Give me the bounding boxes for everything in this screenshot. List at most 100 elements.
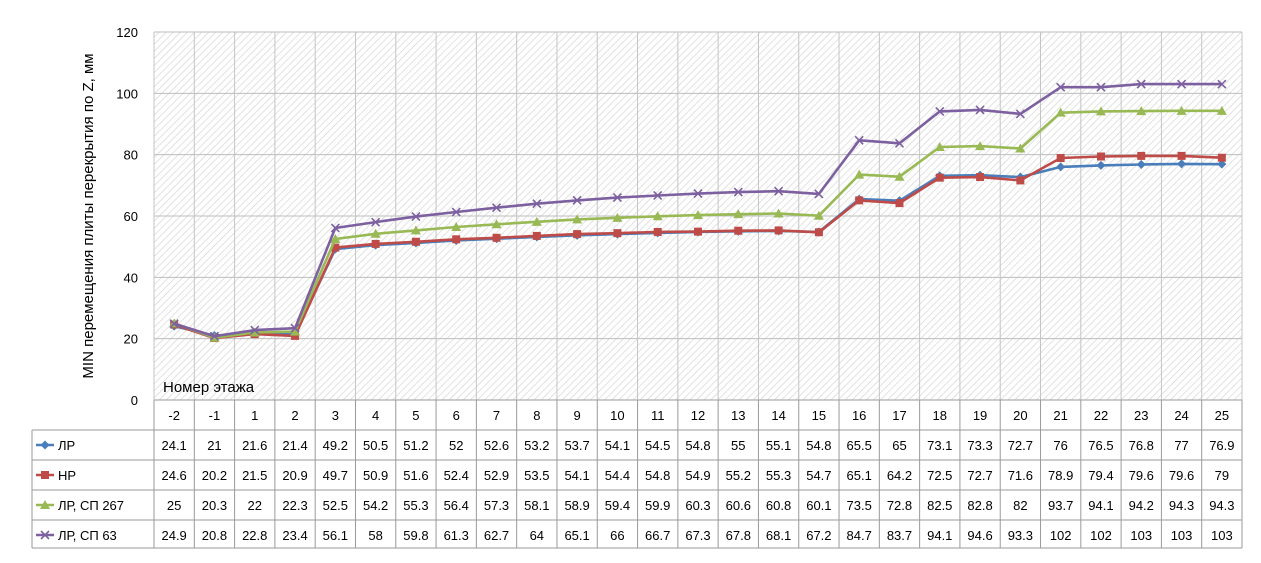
data-label: 22.8 (242, 528, 267, 543)
data-label: 54.1 (605, 438, 630, 453)
data-point (1016, 176, 1025, 185)
x-tick-label: 19 (973, 408, 987, 423)
data-label: 93.3 (1008, 528, 1033, 543)
data-label: 51.6 (403, 468, 428, 483)
data-label: 84.7 (847, 528, 872, 543)
y-tick-label: 0 (131, 393, 138, 408)
x-tick-label: -1 (209, 408, 221, 423)
data-point (854, 135, 864, 145)
data-point (371, 217, 381, 227)
data-point (652, 211, 663, 221)
data-label: 53.7 (564, 438, 589, 453)
data-label: 54.4 (605, 468, 630, 483)
data-point (1056, 82, 1066, 92)
data-label: 21.5 (242, 468, 267, 483)
data-label: 76.9 (1209, 438, 1234, 453)
data-point (894, 138, 905, 148)
data-label: 50.9 (363, 468, 388, 483)
data-label: 94.3 (1209, 498, 1234, 513)
data-point (976, 173, 985, 182)
data-point (693, 189, 703, 199)
data-point (733, 209, 744, 219)
legend-label: ЛР, СП 267 (58, 498, 124, 513)
data-label: 102 (1090, 528, 1112, 543)
data-label: 52.4 (444, 468, 469, 483)
data-label: 49.2 (323, 438, 348, 453)
data-point (693, 210, 703, 220)
data-point (249, 327, 260, 337)
data-point (1217, 159, 1227, 169)
data-point (573, 230, 582, 239)
data-point (612, 212, 623, 222)
x-tick-label: 4 (372, 408, 379, 423)
data-point (410, 225, 421, 235)
data-point (1015, 109, 1025, 119)
data-label: 103 (1130, 528, 1152, 543)
data-label: 21.4 (282, 438, 307, 453)
data-label: 66 (610, 528, 624, 543)
data-point (1055, 107, 1066, 117)
data-point (1216, 105, 1227, 115)
data-point (40, 530, 50, 540)
data-label: 55 (731, 438, 745, 453)
data-label: 54.1 (564, 468, 589, 483)
x-tick-label: 3 (332, 408, 339, 423)
data-label: 94.1 (1088, 498, 1113, 513)
x-tick-label: 8 (533, 408, 540, 423)
data-label: 68.1 (766, 528, 791, 543)
data-label: 61.3 (444, 528, 469, 543)
y-tick-label: 60 (124, 209, 138, 224)
data-label: 60.3 (685, 498, 710, 513)
x-tick-label: 7 (493, 408, 500, 423)
data-label: 94.1 (927, 528, 952, 543)
data-label: 103 (1171, 528, 1193, 543)
data-label: 77 (1174, 438, 1188, 453)
data-label: 52.5 (323, 498, 348, 513)
data-label: 59.8 (403, 528, 428, 543)
data-point (613, 229, 622, 238)
data-point (291, 331, 300, 340)
data-point (935, 106, 945, 116)
y-tick-label: 120 (116, 25, 138, 40)
data-point (773, 208, 784, 218)
data-point (734, 226, 743, 235)
data-label: 24.9 (161, 528, 186, 543)
x-tick-label: 16 (852, 408, 866, 423)
data-point (492, 233, 501, 242)
data-label: 55.1 (766, 438, 791, 453)
data-label: 79.4 (1088, 468, 1113, 483)
data-label: 54.5 (645, 438, 670, 453)
x-tick-label: 18 (933, 408, 947, 423)
legend-key (36, 500, 54, 509)
data-label: 72.5 (927, 468, 952, 483)
data-label: 62.7 (484, 528, 509, 543)
data-point (653, 227, 662, 236)
data-label: 52.9 (484, 468, 509, 483)
legend-key (36, 471, 54, 479)
data-point (451, 207, 461, 217)
y-tick-label: 80 (124, 148, 138, 163)
data-label: 65 (892, 438, 906, 453)
data-label: 102 (1050, 528, 1072, 543)
data-point (1096, 152, 1105, 161)
data-label: 72.7 (1008, 438, 1033, 453)
y-axis: 0 20 40 60 80 100 120 (116, 25, 138, 408)
data-point (491, 219, 502, 229)
data-label: 82.8 (967, 498, 992, 513)
data-point (612, 193, 622, 203)
data-label: 24.1 (161, 438, 186, 453)
data-point (41, 471, 49, 479)
legend-label: ЛР (58, 438, 75, 453)
data-point (1217, 79, 1227, 89)
x-tick-label: 9 (573, 408, 580, 423)
x-tick-label: 24 (1174, 408, 1188, 423)
x-tick-label: -2 (168, 408, 180, 423)
data-label: 94.3 (1169, 498, 1194, 513)
data-point (370, 228, 381, 238)
data-label: 55.3 (403, 498, 428, 513)
data-label: 65.1 (564, 528, 589, 543)
data-label: 79.6 (1129, 468, 1154, 483)
data-point (452, 235, 461, 244)
data-point (491, 203, 502, 213)
data-point (290, 323, 300, 333)
